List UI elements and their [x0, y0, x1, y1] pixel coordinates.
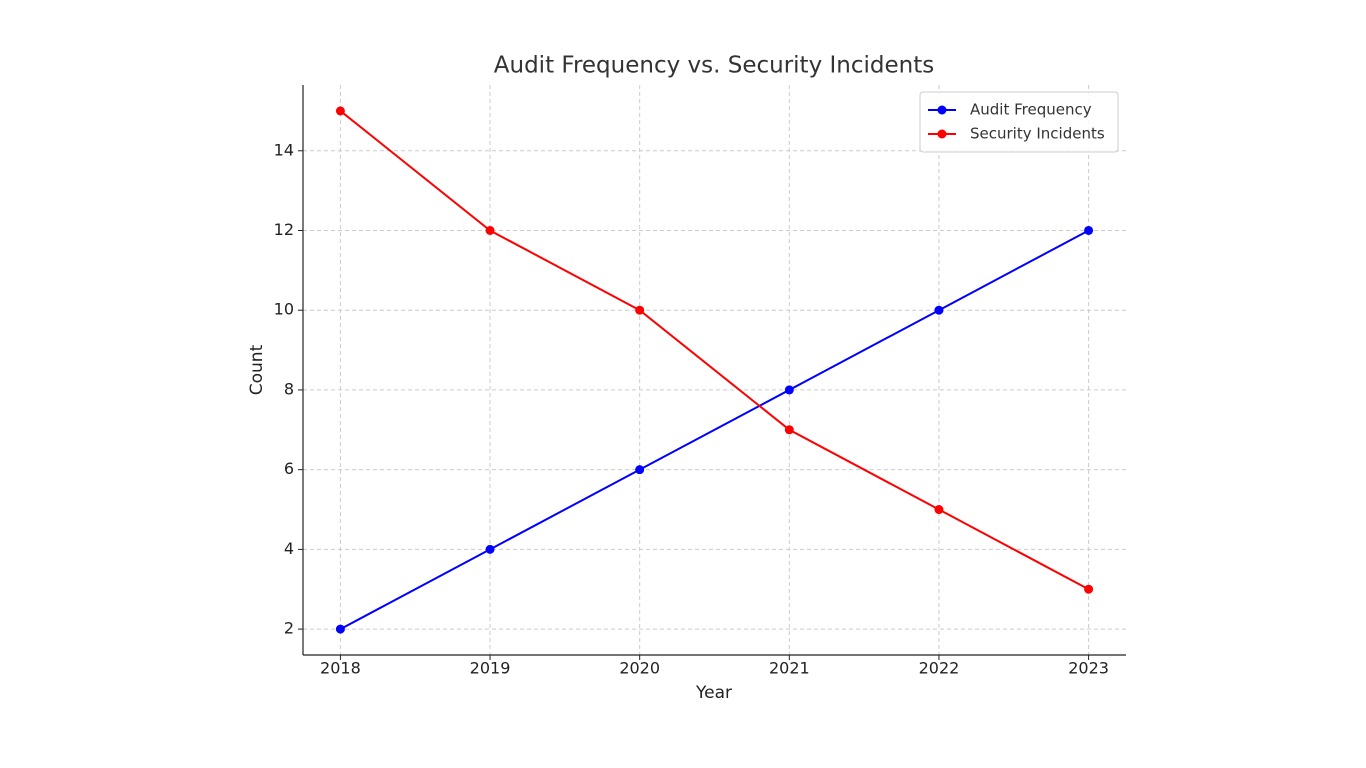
x-tick-label: 2020: [619, 659, 660, 678]
grid: [303, 85, 1126, 655]
x-tick-label: 2019: [470, 659, 511, 678]
series-line: [339, 110, 1090, 591]
series-line: [339, 229, 1090, 630]
y-axis-label: Count: [247, 344, 267, 395]
legend-marker: [937, 129, 947, 139]
point: [485, 225, 495, 235]
y-tick-label: 6: [284, 459, 294, 478]
point: [784, 385, 794, 395]
point: [934, 305, 944, 315]
point: [934, 505, 944, 515]
point: [335, 624, 345, 634]
point: [635, 465, 645, 475]
point: [335, 106, 345, 116]
legend-label: Security Incidents: [970, 125, 1105, 143]
y-tick-label: 8: [284, 379, 294, 398]
legend-marker: [937, 105, 947, 115]
legend-label: Audit Frequency: [970, 101, 1092, 119]
y-tick-label: 2: [284, 619, 294, 638]
legend-box: [919, 91, 1119, 153]
point: [635, 305, 645, 315]
y-tick-label: 12: [274, 220, 294, 239]
point: [485, 544, 495, 554]
point: [1084, 584, 1094, 594]
point: [1084, 225, 1094, 235]
x-tick-label: 2018: [320, 659, 361, 678]
y-tick-label: 10: [274, 300, 294, 319]
x-axis-label: Year: [695, 683, 732, 703]
y-tick-label: 14: [274, 140, 294, 159]
plot-area: [335, 106, 1094, 634]
chart-title: Audit Frequency vs. Security Incidents: [494, 53, 934, 79]
x-tick-label: 2023: [1068, 659, 1109, 678]
y-tick-label: 4: [284, 539, 294, 558]
x-tick-label: 2022: [919, 659, 960, 678]
point: [784, 425, 794, 435]
legend: Audit Frequency Security Incidents: [919, 91, 1119, 153]
x-tick-label: 2021: [769, 659, 810, 678]
